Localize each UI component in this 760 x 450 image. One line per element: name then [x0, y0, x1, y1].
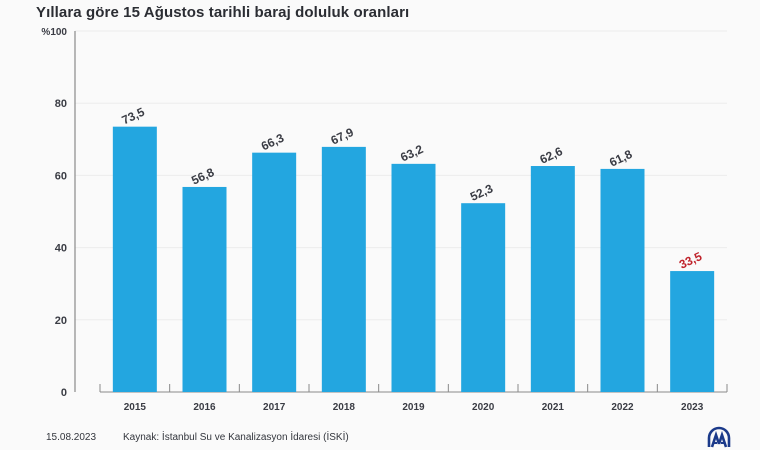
data-label: 73,5 [120, 105, 147, 128]
footer-date: 15.08.2023 [46, 432, 97, 443]
data-label: 61,8 [607, 147, 634, 170]
x-tick-label: 2021 [542, 402, 565, 413]
x-tick-label: 2022 [611, 402, 634, 413]
data-label: 56,8 [189, 165, 216, 188]
data-label: 67,9 [329, 125, 356, 148]
x-tick-label: 2023 [681, 402, 704, 413]
data-label: 52,3 [468, 181, 495, 204]
y-tick-label: 20 [55, 315, 67, 327]
data-label: 63,2 [398, 142, 425, 165]
bar [530, 166, 575, 392]
bar [670, 271, 715, 392]
x-tick-label: 2018 [333, 402, 356, 413]
x-tick-label: 2015 [124, 402, 147, 413]
data-label: 33,5 [677, 249, 704, 272]
footer-source: Kaynak: İstanbul Su ve Kanalizasyon İdar… [123, 432, 349, 443]
bar [252, 152, 297, 392]
x-tick-label: 2019 [402, 402, 425, 413]
bar [182, 186, 227, 392]
y-tick-label: 60 [55, 170, 67, 182]
x-tick-label: 2016 [193, 402, 216, 413]
data-label: 66,3 [259, 131, 286, 154]
aa-logo-icon [707, 426, 731, 448]
y-tick-label: 40 [55, 243, 67, 255]
y-tick-label: 0 [61, 387, 67, 399]
bar [600, 168, 645, 392]
bars [112, 126, 715, 392]
bar [321, 146, 366, 392]
y-tick-label: 80 [55, 98, 67, 110]
chart-title: Yıllara göre 15 Ağustos tarihli baraj do… [36, 4, 410, 21]
y-tick-label: %100 [41, 27, 67, 38]
bar [112, 126, 157, 392]
bar [391, 163, 436, 392]
bar [461, 203, 506, 392]
y-axis: 0 20 40 60 80 %100 [41, 27, 76, 399]
x-tick-label: 2020 [472, 402, 495, 413]
data-label: 62,6 [538, 144, 565, 167]
x-tick-label: 2017 [263, 402, 286, 413]
